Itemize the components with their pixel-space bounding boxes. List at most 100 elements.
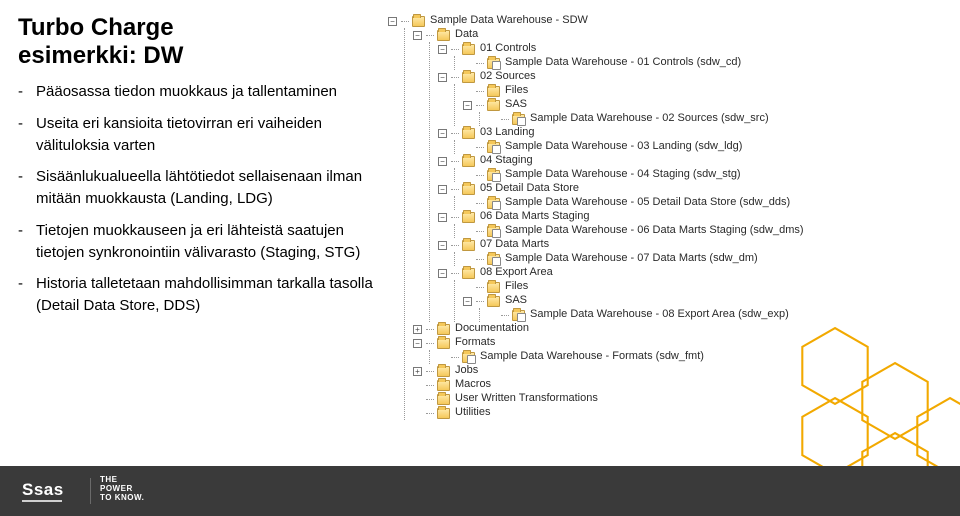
dw-folder-icon bbox=[487, 142, 500, 153]
title-line-2: esimerkki: DW bbox=[18, 42, 183, 69]
tree-row[interactable]: Utilities bbox=[413, 406, 954, 420]
tree-label: Sample Data Warehouse - 02 Sources (sdw_… bbox=[530, 112, 769, 126]
folder-icon bbox=[437, 338, 450, 349]
dw-folder-icon bbox=[487, 254, 500, 265]
expand-icon[interactable]: − bbox=[438, 241, 447, 250]
folder-icon bbox=[462, 268, 475, 279]
expand-icon[interactable]: − bbox=[413, 339, 422, 348]
tree-row[interactable]: −07 Data Marts bbox=[438, 238, 954, 252]
tree-row[interactable]: Sample Data Warehouse - 06 Data Marts St… bbox=[463, 224, 954, 238]
expand-icon[interactable]: − bbox=[463, 101, 472, 110]
expand-icon[interactable]: − bbox=[438, 269, 447, 278]
tree-label: Documentation bbox=[455, 322, 529, 336]
tree-row[interactable]: Sample Data Warehouse - 04 Staging (sdw_… bbox=[463, 168, 954, 182]
expand-icon[interactable]: − bbox=[463, 297, 472, 306]
tree-label: SAS bbox=[505, 98, 527, 112]
folder-icon bbox=[437, 324, 450, 335]
tree-label: Utilities bbox=[455, 406, 490, 420]
folder-icon bbox=[462, 156, 475, 167]
tree-row[interactable]: Sample Data Warehouse - Formats (sdw_fmt… bbox=[438, 350, 954, 364]
tree-label: Data bbox=[455, 28, 478, 42]
tree-row[interactable]: Files bbox=[463, 84, 954, 98]
tree-row[interactable]: − 02 Sources bbox=[438, 70, 954, 84]
tree-row[interactable]: User Written Transformations bbox=[413, 392, 954, 406]
dw-folder-icon bbox=[462, 352, 475, 363]
tree-row[interactable]: Sample Data Warehouse - 03 Landing (sdw_… bbox=[463, 140, 954, 154]
tree-row[interactable]: − 01 Controls bbox=[438, 42, 954, 56]
tree-row[interactable]: − 03 Landing bbox=[438, 126, 954, 140]
expand-icon[interactable]: − bbox=[438, 213, 447, 222]
tree-label: 02 Sources bbox=[480, 70, 536, 84]
folder-icon bbox=[462, 184, 475, 195]
folder-icon bbox=[437, 394, 450, 405]
tree-row[interactable]: + Jobs bbox=[413, 364, 954, 378]
expand-icon[interactable]: − bbox=[413, 31, 422, 40]
folder-icon bbox=[462, 212, 475, 223]
folder-icon bbox=[487, 100, 500, 111]
tree-row[interactable]: + Documentation bbox=[413, 322, 954, 336]
tree-label: 01 Controls bbox=[480, 42, 536, 56]
tree-row-root[interactable]: − Sample Data Warehouse - SDW bbox=[388, 14, 954, 28]
expand-icon[interactable]: + bbox=[413, 325, 422, 334]
tree-row[interactable]: Macros bbox=[413, 378, 954, 392]
expand-icon[interactable]: − bbox=[438, 45, 447, 54]
folder-icon bbox=[487, 282, 500, 293]
tree-label: Sample Data Warehouse - 07 Data Marts (s… bbox=[505, 252, 758, 266]
tree-label: Sample Data Warehouse - 04 Staging (sdw_… bbox=[505, 168, 741, 182]
tree-label: Sample Data Warehouse - 08 Export Area (… bbox=[530, 308, 789, 322]
dw-folder-icon bbox=[512, 310, 525, 321]
tree-label: Sample Data Warehouse - 01 Controls (sdw… bbox=[505, 56, 741, 70]
tag-line: TO KNOW. bbox=[100, 494, 144, 503]
bullet-item: Sisäänlukualueella lähtötiedot sellaisen… bbox=[18, 166, 378, 210]
tree-row[interactable]: −04 Staging bbox=[438, 154, 954, 168]
tree-label: 08 Export Area bbox=[480, 266, 553, 280]
title-line-1: Turbo Charge bbox=[18, 14, 174, 41]
dw-folder-icon bbox=[487, 170, 500, 181]
tree-label: 03 Landing bbox=[480, 126, 534, 140]
tree-row[interactable]: Sample Data Warehouse - 08 Export Area (… bbox=[488, 308, 954, 322]
dw-folder-icon bbox=[487, 226, 500, 237]
folder-icon bbox=[437, 30, 450, 41]
bullet-item: Pääosassa tiedon muokkaus ja tallentamin… bbox=[18, 81, 378, 103]
tree-label: Jobs bbox=[455, 364, 478, 378]
tree-label: SAS bbox=[505, 294, 527, 308]
tree-row[interactable]: − SAS bbox=[463, 98, 954, 112]
tree-row[interactable]: Sample Data Warehouse - 02 Sources (sdw_… bbox=[488, 112, 954, 126]
tree-row-data[interactable]: − Data bbox=[413, 28, 954, 42]
dw-folder-icon bbox=[487, 198, 500, 209]
dw-folder-icon bbox=[512, 114, 525, 125]
slide-title: Turbo Charge esimerkki: DW bbox=[18, 14, 378, 69]
tree-row[interactable]: − SAS bbox=[463, 294, 954, 308]
folder-icon bbox=[487, 296, 500, 307]
bullet-item: Tietojen muokkauseen ja eri lähteistä sa… bbox=[18, 220, 378, 264]
folder-icon bbox=[462, 128, 475, 139]
folder-icon bbox=[437, 380, 450, 391]
tree-label: Sample Data Warehouse - 05 Detail Data S… bbox=[505, 196, 790, 210]
tree-row[interactable]: Files bbox=[463, 280, 954, 294]
tree-row[interactable]: −Formats bbox=[413, 336, 954, 350]
expand-icon[interactable]: − bbox=[438, 157, 447, 166]
folder-icon bbox=[462, 240, 475, 251]
folder-icon bbox=[412, 16, 425, 27]
bullet-item: Historia talletetaan mahdollisimman tark… bbox=[18, 273, 378, 317]
expand-icon[interactable]: − bbox=[438, 129, 447, 138]
brand-tagline: THE POWER TO KNOW. bbox=[100, 476, 144, 502]
folder-icon bbox=[462, 72, 475, 83]
tree-label: 06 Data Marts Staging bbox=[480, 210, 589, 224]
tree-panel: − Sample Data Warehouse - SDW − Data bbox=[386, 14, 954, 466]
tree-row[interactable]: Sample Data Warehouse - 05 Detail Data S… bbox=[463, 196, 954, 210]
footer-divider bbox=[90, 478, 91, 504]
tree-label: Sample Data Warehouse - 03 Landing (sdw_… bbox=[505, 140, 742, 154]
expand-icon[interactable]: + bbox=[413, 367, 422, 376]
tree-row[interactable]: Sample Data Warehouse - 07 Data Marts (s… bbox=[463, 252, 954, 266]
tree-row[interactable]: −05 Detail Data Store bbox=[438, 182, 954, 196]
tree-row[interactable]: − 08 Export Area bbox=[438, 266, 954, 280]
expand-icon[interactable]: − bbox=[438, 185, 447, 194]
folder-icon bbox=[437, 366, 450, 377]
tree-label: Macros bbox=[455, 378, 491, 392]
expand-icon[interactable]: − bbox=[388, 17, 397, 26]
tree-row[interactable]: − 06 Data Marts Staging bbox=[438, 210, 954, 224]
tree-row[interactable]: Sample Data Warehouse - 01 Controls (sdw… bbox=[463, 56, 954, 70]
tree-label: User Written Transformations bbox=[455, 392, 598, 406]
expand-icon[interactable]: − bbox=[438, 73, 447, 82]
